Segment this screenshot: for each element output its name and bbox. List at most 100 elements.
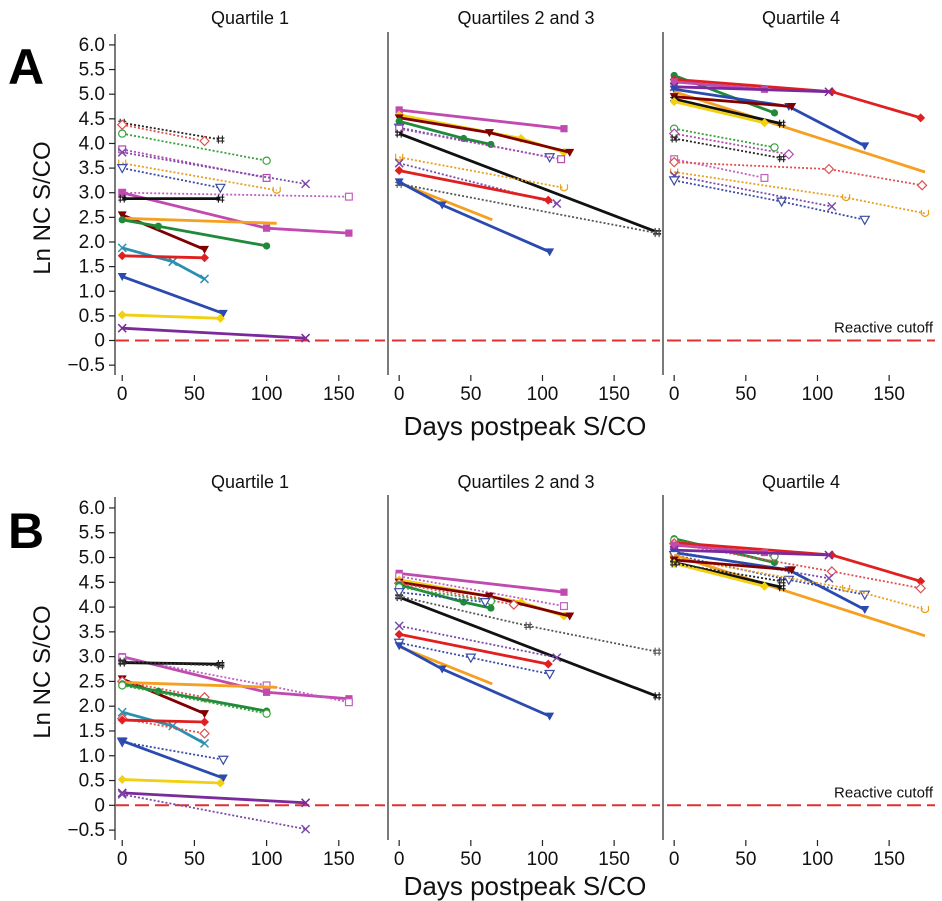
data-point (653, 692, 662, 701)
data-point (395, 106, 403, 114)
series-line (118, 216, 271, 250)
series-path (673, 562, 765, 588)
series-line (670, 134, 786, 163)
x-tick-label: 0 (669, 849, 680, 870)
x-tick-label: 0 (394, 849, 405, 870)
data-point (118, 189, 126, 197)
x-axis-label: Days postpeak S/CO (404, 411, 647, 441)
series-line (668, 156, 928, 191)
series-path (122, 684, 267, 715)
data-point (117, 707, 127, 717)
data-point (770, 109, 779, 117)
series-line (117, 243, 210, 284)
y-tick-label: 4.0 (79, 133, 105, 154)
data-point (484, 592, 494, 601)
series-path (122, 656, 350, 704)
series-path (674, 158, 765, 179)
series-line (673, 553, 926, 638)
data-point (117, 789, 127, 799)
y-tick-label: 3.0 (79, 183, 105, 204)
data-point (508, 599, 520, 610)
data-point (199, 274, 210, 284)
series-path (122, 254, 205, 260)
data-point (759, 581, 769, 591)
series-line (118, 129, 271, 165)
series-line (117, 788, 311, 808)
series-line (117, 707, 210, 748)
series-path (398, 116, 571, 154)
series-line (116, 163, 226, 194)
data-point (218, 309, 228, 318)
facet-1: Quartile 1 0 50 100 150 (115, 472, 385, 870)
series-path (674, 556, 926, 611)
data-point (827, 87, 837, 97)
data-point (395, 129, 404, 138)
series-line (118, 681, 271, 718)
data-point (552, 653, 562, 663)
data-point (199, 728, 210, 739)
data-point (301, 824, 311, 834)
data-point (827, 201, 837, 212)
series-path (122, 791, 306, 805)
data-point (395, 117, 403, 125)
data-point (487, 604, 495, 612)
facet-3: Quartile 4 0 50 100 150 Reactive cutoff (662, 472, 935, 870)
data-point (670, 541, 678, 549)
data-point (920, 209, 930, 218)
data-point (653, 229, 662, 238)
data-point (783, 575, 795, 586)
y-tick-label: 2.5 (79, 207, 105, 228)
data-point (920, 606, 930, 614)
facet-title: Quartile 1 (211, 8, 289, 28)
series-line (122, 216, 277, 225)
data-point (117, 715, 127, 725)
series-line (670, 155, 769, 182)
series-path (122, 121, 221, 141)
data-point (777, 154, 786, 163)
x-tick-label: 50 (460, 384, 481, 405)
data-point (217, 755, 229, 766)
x-tick-label: 150 (598, 849, 630, 870)
y-tick-label: 2.5 (79, 671, 105, 692)
series-line (395, 581, 495, 612)
series-path (674, 137, 782, 160)
data-point (394, 642, 404, 651)
series-path (121, 213, 206, 251)
data-point (545, 248, 555, 257)
series-path (674, 174, 832, 208)
series-path (122, 741, 224, 761)
data-point (787, 566, 797, 575)
series-path (122, 313, 221, 320)
data-point (670, 559, 679, 568)
series-path (398, 132, 658, 234)
series-path (399, 586, 492, 602)
data-point (559, 184, 569, 192)
series-path (674, 132, 789, 156)
series-path (121, 710, 206, 745)
series-path (121, 246, 206, 281)
series-path (673, 553, 926, 638)
data-point (827, 550, 837, 560)
data-point (559, 602, 568, 611)
data-point (216, 661, 225, 670)
data-point (117, 251, 127, 261)
data-point (842, 194, 851, 202)
data-point (168, 257, 178, 267)
y-tick-label: −0.5 (67, 355, 105, 376)
data-point (263, 688, 271, 696)
series-line (669, 170, 837, 212)
series-line (670, 554, 930, 614)
y-tick-label: 1.0 (79, 281, 105, 302)
data-point (916, 179, 928, 191)
y-tick-label: 0.5 (79, 771, 105, 792)
data-point (200, 253, 210, 263)
y-tick-label: 4.5 (79, 572, 105, 593)
data-point (154, 222, 162, 230)
data-point (215, 313, 225, 323)
facet-2: Quartiles 2 and 3 0 50 100 150 (387, 8, 662, 405)
series-line (394, 110, 569, 157)
series-line (395, 592, 662, 656)
series-line (394, 158, 562, 209)
series-path (674, 127, 775, 149)
panel-a: A Ln NC S/CO Days postpeak S/CO 6.0 5.5 5.0 4.… (8, 8, 935, 441)
